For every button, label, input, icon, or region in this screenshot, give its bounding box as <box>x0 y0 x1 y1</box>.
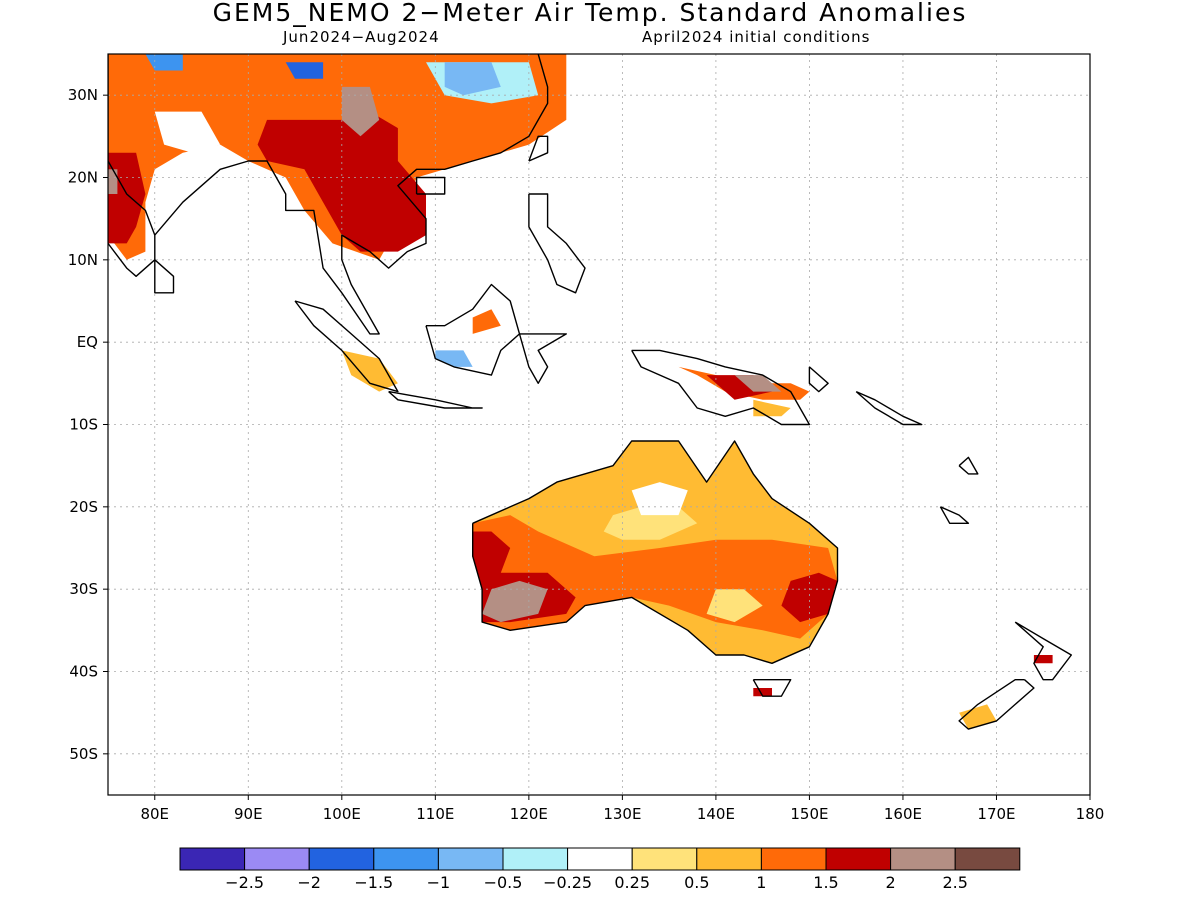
anomaly-region-26 <box>753 688 772 697</box>
coastlines <box>108 54 1073 730</box>
coastline-13 <box>1014 621 1073 681</box>
anomaly-region-4 <box>781 572 838 623</box>
forecast-period: Jun2024−Aug2024 <box>283 28 440 46</box>
lon-tick-label: 80E <box>140 805 169 823</box>
colorbar-swatch <box>437 847 504 871</box>
lat-tick-label: 50S <box>69 745 98 763</box>
coastline-12 <box>528 135 549 162</box>
colorbar-swatch <box>631 847 698 871</box>
anomaly-region-18 <box>444 62 501 96</box>
lat-tick-label: 10N <box>68 251 98 269</box>
lon-tick-label: 170E <box>977 805 1015 823</box>
colorbar-swatch <box>244 847 310 871</box>
lon-tick-label: 90E <box>234 805 263 823</box>
colorbar-swatch <box>373 847 439 871</box>
coastline-15 <box>855 390 923 426</box>
map-title: GEM5_NEMO 2−Meter Air Temp. Standard Ano… <box>212 0 968 27</box>
anomaly-region-10 <box>734 375 782 392</box>
coastline-6 <box>518 333 567 384</box>
lon-tick-label: 110E <box>416 805 454 823</box>
anomaly-region-20 <box>285 62 324 79</box>
coastline-1 <box>752 679 792 697</box>
colorbar-label: 0.25 <box>614 873 650 892</box>
lon-tick-label: 160E <box>884 805 922 823</box>
colorbar-label: −1 <box>427 873 451 892</box>
anomaly-region-11 <box>753 399 791 417</box>
colorbar-label: 1.5 <box>813 873 838 892</box>
lat-tick-label: 40S <box>69 663 98 681</box>
colorbar-label: 2 <box>886 873 896 892</box>
anomaly-region-24 <box>472 309 501 334</box>
lon-tick-label: 120E <box>510 805 548 823</box>
lon-tick-label: 180 <box>1076 805 1105 823</box>
coastline-9 <box>154 259 175 294</box>
anomaly-region-22 <box>341 350 398 392</box>
colorbar-label: −2 <box>297 873 321 892</box>
colorbar-swatch <box>890 847 956 871</box>
coastline-10 <box>154 54 549 335</box>
colorbar-swatch <box>825 847 892 871</box>
colorbar-swatch <box>502 847 569 871</box>
anomaly-region-23 <box>435 350 473 367</box>
coastline-7 <box>528 193 586 294</box>
colorbar-label: 2.5 <box>942 873 967 892</box>
lat-tick-label: 30N <box>68 86 98 104</box>
coastline-0 <box>472 440 839 664</box>
lat-tick-label: 10S <box>69 416 98 434</box>
lat-lon-grid <box>108 54 1091 795</box>
coastline-14 <box>958 679 1035 730</box>
anomaly-region-27 <box>1033 655 1053 664</box>
anomaly-region-21 <box>154 111 221 153</box>
colorbar-swatch <box>954 847 1021 871</box>
colorbar-swatch <box>567 847 633 871</box>
colorbar-swatch <box>308 847 375 871</box>
colorbar-swatch <box>696 847 762 871</box>
colorbar-label: 1 <box>756 873 766 892</box>
colorbar-label: −0.25 <box>543 873 592 892</box>
colorbar-label: 0.5 <box>684 873 709 892</box>
anomaly-region-3 <box>482 580 548 623</box>
anomaly-shading <box>108 54 1053 730</box>
coastline-17 <box>958 456 979 475</box>
coastline-5 <box>388 390 483 409</box>
anomaly-region-15 <box>341 86 380 137</box>
lat-tick-label: 30S <box>69 580 98 598</box>
coastline-4 <box>294 300 399 393</box>
anomaly-region-16 <box>108 169 118 194</box>
lon-tick-label: 100E <box>323 805 361 823</box>
colorbar-swatch <box>760 847 827 871</box>
coastline-16 <box>808 366 829 393</box>
colorbar-label: −0.5 <box>484 873 523 892</box>
lon-tick-label: 140E <box>697 805 735 823</box>
colorbar-swatch <box>179 847 246 871</box>
lat-tick-label: EQ <box>77 333 98 351</box>
colorbar: −2.5 −2 −1.5 −1 −0.5 −0.25 0.25 0.5 1 1.5 2 2.5 <box>179 847 1021 892</box>
coastline-11 <box>415 176 446 195</box>
initial-conditions: April2024 initial conditions <box>642 28 871 46</box>
colorbar-label: −1.5 <box>354 873 393 892</box>
lat-tick-label: 20S <box>69 498 98 516</box>
anomaly-region-7 <box>706 589 763 623</box>
lon-tick-label: 150E <box>790 805 828 823</box>
lon-tick-label: 130E <box>603 805 641 823</box>
colorbar-label: −2.5 <box>225 873 264 892</box>
coastline-2 <box>631 349 811 426</box>
coastline-18 <box>939 506 970 524</box>
axis-labels: 30N 20N 10N EQ 10S 20S 30S 40S 50S 80E 90E 100E 110E… <box>68 86 1105 823</box>
lat-tick-label: 20N <box>68 169 98 187</box>
